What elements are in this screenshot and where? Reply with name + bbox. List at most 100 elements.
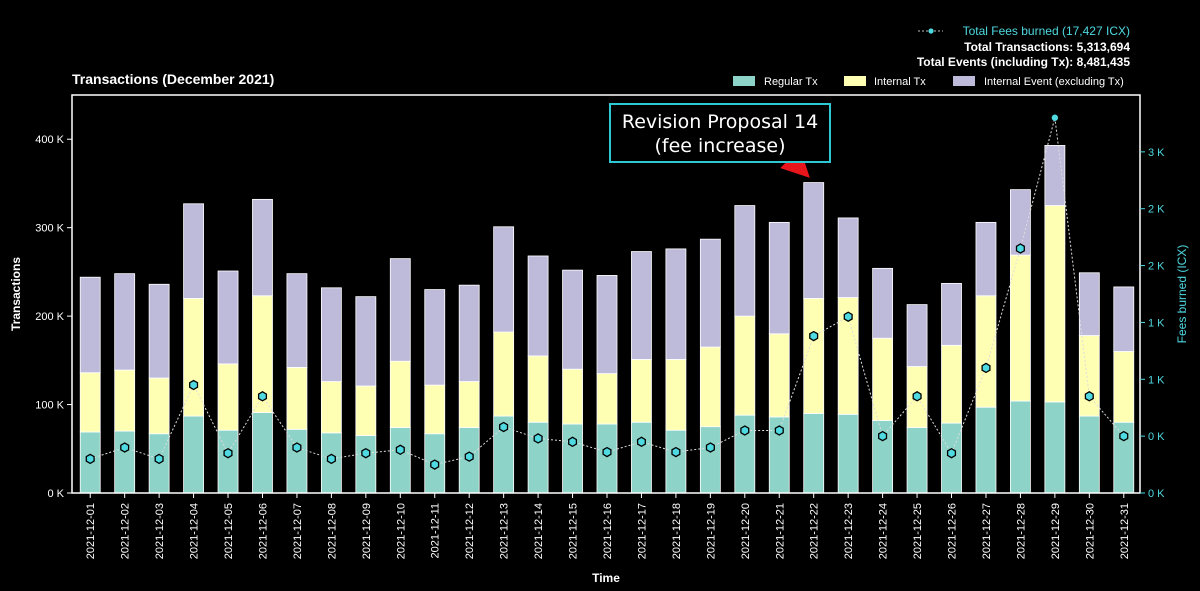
fee-point-2021-12-01 bbox=[85, 453, 95, 465]
bar-regular-2021-12-25 bbox=[906, 427, 928, 494]
y-axis-label: Transactions bbox=[9, 257, 23, 331]
bar-event-2021-12-04 bbox=[183, 203, 204, 299]
bar-event-2021-12-26 bbox=[941, 282, 962, 346]
fee-point-2021-12-07 bbox=[292, 442, 302, 453]
fee-legend-label: Total Fees burned (17,427 ICX) bbox=[963, 24, 1130, 38]
x-tick-label: 2021-12-25 bbox=[912, 503, 924, 559]
y2-axis-label: Fees burned (ICX) bbox=[1175, 245, 1189, 344]
bar-regular-2021-12-17 bbox=[631, 421, 652, 494]
legend-label-internal: Internal Tx bbox=[874, 76, 926, 88]
x-tick-label: 2021-12-08 bbox=[326, 503, 338, 559]
x-axis-label: Time bbox=[592, 571, 620, 585]
bar-event-2021-12-09 bbox=[355, 296, 377, 387]
x-tick-label: 2021-12-15 bbox=[568, 503, 580, 559]
bar-regular-2021-12-02 bbox=[114, 430, 136, 494]
bar-regular-2021-12-28 bbox=[1010, 400, 1031, 494]
fee-point-2021-12-24 bbox=[878, 430, 888, 442]
bar-event-2021-12-20 bbox=[734, 205, 756, 317]
bar-event-2021-12-07 bbox=[286, 273, 308, 368]
y-tick-label: 200 K bbox=[35, 311, 64, 323]
fee-point-2021-12-08 bbox=[326, 453, 336, 465]
x-tick-label: 2021-12-06 bbox=[257, 503, 269, 559]
fee-point-2021-12-06 bbox=[257, 391, 268, 402]
bar-regular-2021-12-16 bbox=[596, 423, 618, 494]
bar-event-2021-12-06 bbox=[252, 198, 273, 297]
legend-label-regular: Regular Tx bbox=[764, 76, 818, 88]
y2-tick-label: 1 K bbox=[1148, 317, 1165, 329]
x-tick-label: 2021-12-21 bbox=[774, 503, 786, 559]
bar-event-2021-12-14 bbox=[527, 255, 549, 357]
fee-point-2021-12-17 bbox=[636, 436, 646, 448]
bar-event-2021-12-31 bbox=[1113, 286, 1135, 352]
bar-event-2021-12-30 bbox=[1078, 272, 1100, 336]
bar-internal-2021-12-29 bbox=[1044, 205, 1066, 403]
fee-point-2021-12-20 bbox=[740, 425, 750, 436]
bar-event-2021-12-18 bbox=[665, 248, 687, 360]
fee-point-2021-12-14 bbox=[533, 433, 543, 444]
bar-legend: Regular Tx Internal Tx Internal Event (e… bbox=[733, 76, 1124, 88]
y2-tick-label: 1 K bbox=[1148, 374, 1165, 386]
bar-event-2021-12-15 bbox=[562, 269, 583, 370]
fee-point-2021-12-10 bbox=[395, 444, 405, 456]
plot-frame bbox=[71, 94, 1141, 494]
bar-event-2021-12-29 bbox=[1044, 145, 1066, 206]
fee-legend: Total Fees burned (17,427 ICX) bbox=[918, 24, 1130, 38]
bar-event-2021-12-10 bbox=[389, 258, 411, 362]
y2-tick-label: 0 K bbox=[1148, 488, 1165, 500]
x-tick-label: 2021-12-17 bbox=[636, 503, 648, 559]
bar-internal-2021-12-30 bbox=[1078, 335, 1100, 417]
legend-swatch-regular bbox=[733, 76, 755, 86]
fee-point-2021-12-13 bbox=[499, 421, 509, 433]
x-tick-label: 2021-12-29 bbox=[1050, 503, 1062, 559]
x-tick-label: 2021-12-04 bbox=[189, 503, 201, 559]
bar-internal-2021-12-13 bbox=[493, 331, 515, 417]
bar-internal-2021-12-10 bbox=[389, 360, 411, 428]
annotation-box: Revision Proposal 14 (fee increase) bbox=[609, 103, 831, 163]
bar-event-2021-12-23 bbox=[837, 217, 859, 298]
bar-regular-2021-12-15 bbox=[562, 423, 583, 494]
fee-point-2021-12-12 bbox=[464, 451, 474, 462]
bar-regular-2021-12-09 bbox=[355, 435, 377, 494]
y-tick-label: 300 K bbox=[35, 223, 64, 235]
bar-event-2021-12-11 bbox=[424, 289, 446, 386]
bar-event-2021-12-25 bbox=[906, 304, 928, 367]
bar-internal-2021-12-27 bbox=[975, 295, 997, 408]
x-tick-label: 2021-12-28 bbox=[1015, 503, 1027, 559]
bar-internal-2021-12-01 bbox=[79, 372, 101, 433]
fee-point-2021-12-02 bbox=[120, 442, 130, 453]
bar-event-2021-12-13 bbox=[493, 226, 515, 333]
fee-point-2021-12-29 bbox=[1051, 114, 1059, 121]
bar-internal-2021-12-19 bbox=[699, 346, 721, 428]
fee-point-2021-12-11 bbox=[430, 459, 440, 470]
fee-point-2021-12-27 bbox=[981, 362, 991, 374]
bar-internal-2021-12-08 bbox=[320, 381, 342, 434]
total-transactions: Total Transactions: 5,313,694 bbox=[964, 40, 1130, 54]
x-tick-label: 2021-12-12 bbox=[464, 503, 476, 559]
x-tick-label: 2021-12-02 bbox=[120, 503, 132, 559]
fee-point-2021-12-25 bbox=[912, 391, 922, 402]
legend-swatch-internal bbox=[844, 76, 866, 86]
y2-tick-label: 2 K bbox=[1148, 204, 1165, 216]
fee-point-2021-12-15 bbox=[568, 436, 578, 448]
fee-point-2021-12-31 bbox=[1119, 430, 1129, 442]
bar-event-2021-12-24 bbox=[872, 267, 894, 339]
bar-event-2021-12-02 bbox=[114, 273, 136, 371]
x-tick-label: 2021-12-23 bbox=[843, 503, 855, 559]
chart-title: Transactions (December 2021) bbox=[72, 71, 274, 87]
bar-event-2021-12-21 bbox=[768, 221, 790, 335]
y-tick-label: 100 K bbox=[35, 400, 64, 412]
x-tick-label: 2021-12-18 bbox=[671, 503, 683, 559]
bar-internal-2021-12-18 bbox=[665, 359, 687, 431]
bar-internal-2021-12-12 bbox=[458, 381, 480, 428]
bar-event-2021-12-22 bbox=[803, 182, 825, 299]
bar-event-2021-12-27 bbox=[975, 221, 997, 297]
bar-event-2021-12-12 bbox=[458, 284, 480, 382]
bar-regular-2021-12-22 bbox=[803, 412, 825, 494]
fee-point-2021-12-28 bbox=[1015, 243, 1025, 254]
x-tick-label: 2021-12-03 bbox=[154, 503, 166, 559]
fee-point-2021-12-03 bbox=[154, 453, 164, 465]
fee-point-2021-12-04 bbox=[189, 379, 199, 391]
x-tick-label: 2021-12-14 bbox=[533, 503, 545, 559]
annotation-line-2: (fee increase) bbox=[654, 135, 786, 157]
fee-point-2021-12-23 bbox=[843, 311, 853, 322]
